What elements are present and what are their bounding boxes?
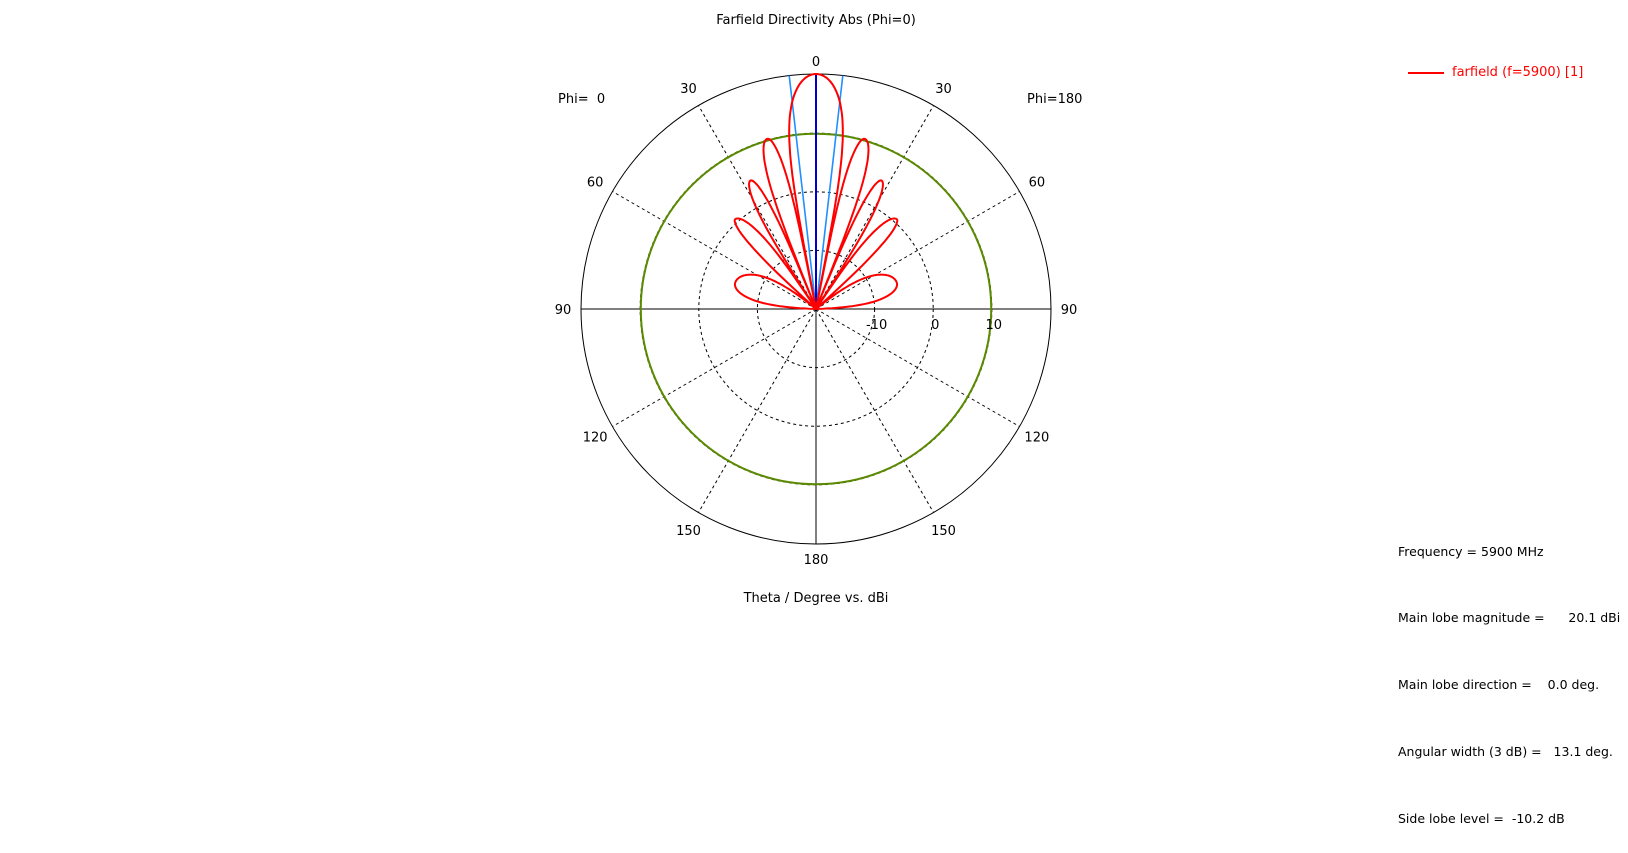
spoke-30-left — [698, 105, 817, 310]
angle-tick-label: 30 — [935, 82, 952, 97]
spoke-60-left — [612, 191, 817, 310]
angle-tick-label: 150 — [676, 524, 701, 539]
pattern-line-left — [733, 73, 817, 310]
angle-tick-label: 90 — [1061, 303, 1078, 318]
angle-tick-label: 60 — [1029, 176, 1046, 191]
legend: farfield (f=5900) [1] — [1408, 65, 1583, 80]
angle-tick-label: 0 — [812, 55, 820, 70]
tick-labels: 0 30 30 60 60 90 90 120 120 150 150 180 -10 0 10 — [555, 55, 1078, 568]
info-box: Frequency = 5900 MHz Main lobe magnitude… — [1398, 496, 1620, 853]
angle-tick-label: 150 — [931, 524, 956, 539]
legend-label: farfield (f=5900) [1] — [1452, 65, 1584, 80]
info-frequency: Frequency = 5900 MHz — [1398, 543, 1544, 559]
radial-tick-label: 0 — [931, 318, 939, 333]
beamwidth-line-0 — [788, 75, 817, 310]
radial-tick-label: -10 — [866, 318, 887, 333]
chart-title: Farfield Directivity Abs (Phi=0) — [716, 13, 916, 28]
x-axis-label: Theta / Degree vs. dBi — [743, 591, 889, 606]
info-main-lobe-direction: Main lobe direction = 0.0 deg. — [1398, 677, 1600, 693]
angle-tick-label: 30 — [680, 82, 697, 97]
series-layer — [639, 73, 993, 486]
pattern-line-right — [815, 73, 899, 310]
polar-chart: Farfield Directivity Abs (Phi=0) Phi= 0 … — [555, 13, 1083, 606]
angle-tick-label: 120 — [1024, 431, 1049, 446]
angle-tick-label: 90 — [555, 303, 572, 318]
angle-tick-label: 180 — [804, 553, 829, 568]
radial-tick-label: 10 — [986, 318, 1003, 333]
info-angular-width: Angular width (3 dB) = 13.1 deg. — [1398, 744, 1613, 760]
info-side-lobe-level: Side lobe level = -10.2 dB — [1398, 811, 1565, 827]
left-half-label: Phi= 0 — [558, 92, 605, 107]
info-main-lobe-magnitude: Main lobe magnitude = 20.1 dBi — [1398, 610, 1621, 626]
beamwidth-line-1 — [815, 75, 844, 310]
angle-tick-label: 60 — [587, 176, 604, 191]
spoke-150-left — [698, 308, 817, 513]
angle-tick-label: 120 — [583, 431, 608, 446]
legend-swatch — [1408, 71, 1444, 74]
right-half-label: Phi=180 — [1027, 92, 1082, 107]
